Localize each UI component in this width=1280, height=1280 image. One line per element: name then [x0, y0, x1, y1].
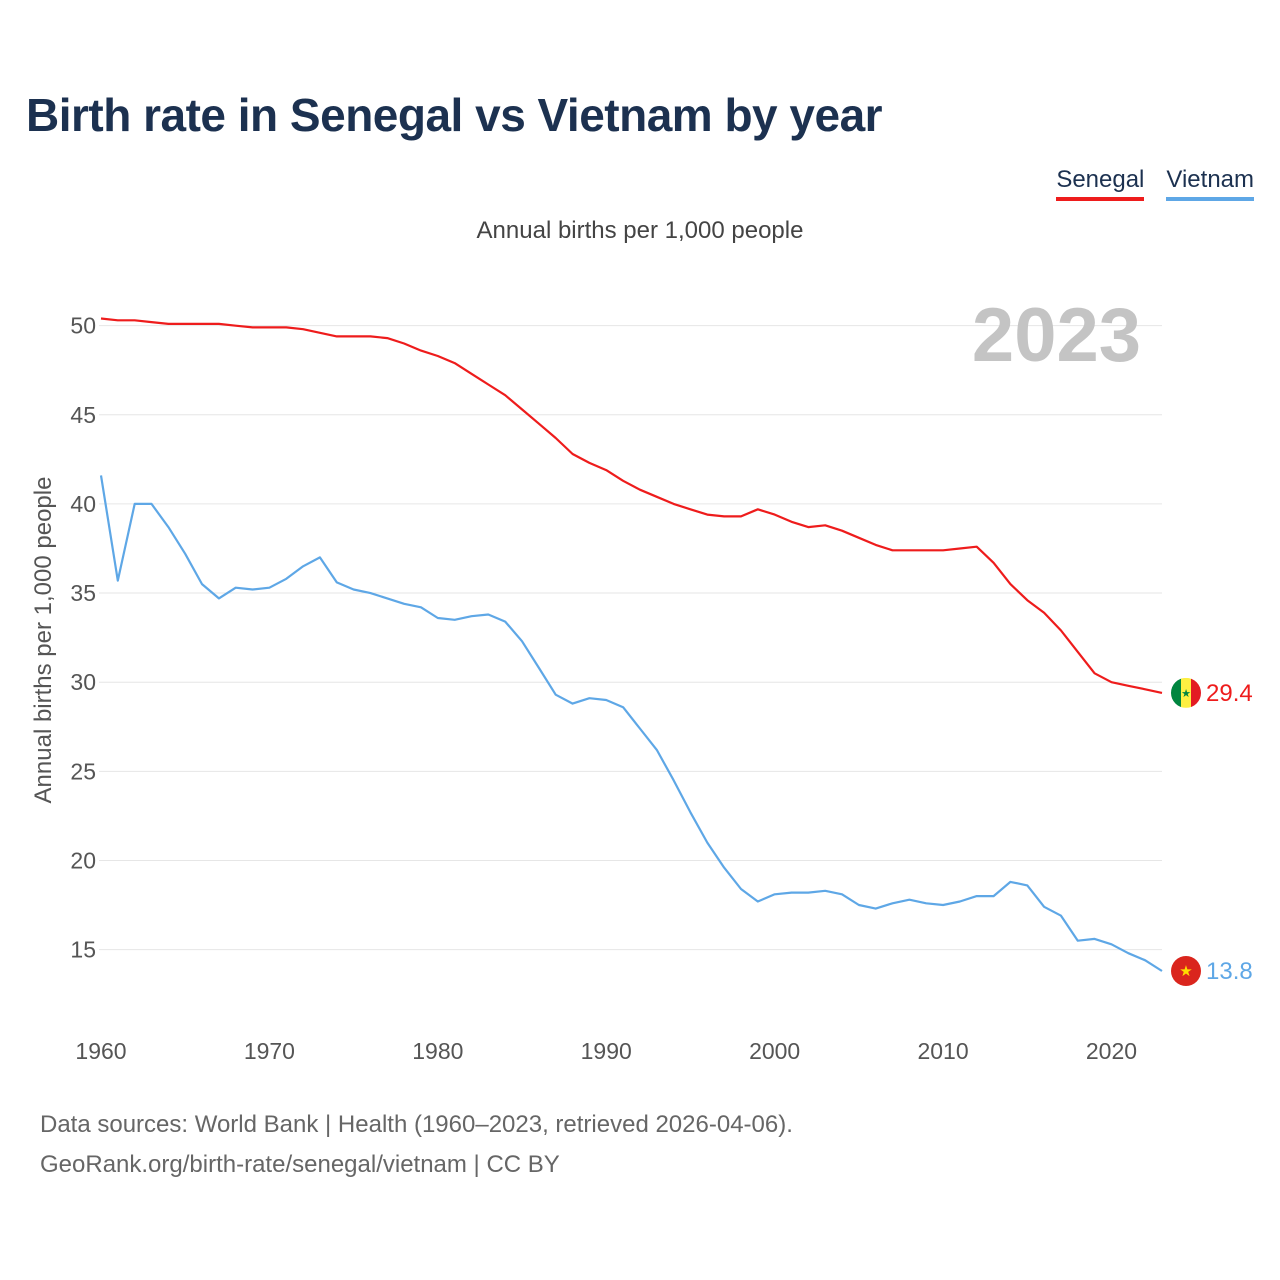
- y-tick-label: 50: [70, 313, 96, 339]
- legend-item-senegal[interactable]: Senegal: [1056, 166, 1145, 201]
- x-tick-label: 2010: [917, 1038, 968, 1064]
- y-tick-label: 30: [70, 669, 96, 695]
- x-tick-label: 1990: [581, 1038, 632, 1064]
- senegal-flag-icon: ★: [1171, 677, 1201, 708]
- x-tick-label: 1970: [244, 1038, 295, 1064]
- series-line-senegal: [100, 317, 1163, 694]
- series-line-vietnam: [99, 475, 1163, 972]
- y-tick-label: 45: [70, 402, 96, 428]
- x-tick-label: 2020: [1086, 1038, 1137, 1064]
- y-tick-label: 20: [70, 847, 96, 873]
- svg-text:★: ★: [1181, 687, 1191, 700]
- end-value-label-vietnam: 13.8: [1206, 958, 1253, 985]
- legend: Senegal Vietnam: [1056, 166, 1254, 201]
- line-chart: 15 20 25 30 35 40 45 50 1960 1970 1980 1990 2000 2010…: [30, 293, 1253, 1064]
- y-tick-label: 15: [70, 937, 96, 963]
- end-value-label-senegal: 29.4: [1206, 680, 1253, 707]
- x-tick-label: 1980: [412, 1038, 463, 1064]
- x-tick-label: 2000: [749, 1038, 800, 1064]
- attribution-link[interactable]: GeoRank.org/birth-rate/senegal/vietnam |…: [40, 1151, 560, 1178]
- legend-item-vietnam[interactable]: Vietnam: [1166, 166, 1254, 201]
- y-tick-label: 25: [70, 758, 96, 784]
- data-source-note: Data sources: World Bank | Health (1960–…: [40, 1111, 793, 1138]
- svg-text:★: ★: [1179, 962, 1192, 980]
- chart-title: Birth rate in Senegal vs Vietnam by year: [26, 89, 883, 141]
- y-tick-label: 35: [70, 580, 96, 606]
- footer: Data sources: World Bank | Health (1960–…: [40, 1105, 793, 1185]
- chart-subtitle: Annual births per 1,000 people: [476, 217, 804, 244]
- year-watermark: 2023: [972, 293, 1141, 378]
- x-tick-label: 1960: [75, 1038, 126, 1064]
- y-axis-label: Annual births per 1,000 people: [30, 477, 57, 804]
- y-tick-label: 40: [70, 491, 96, 517]
- vietnam-flag-icon: ★: [1171, 955, 1201, 986]
